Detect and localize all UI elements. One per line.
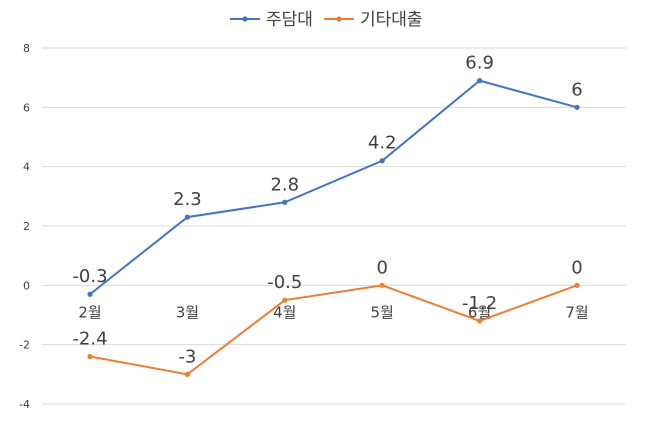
legend: 주담대 기타대출 [230, 10, 423, 30]
data-label: -2.4 [72, 329, 107, 350]
x-axis-ticks: 2월 3월 4월 5월 6월 7월 [78, 303, 588, 321]
data-point [282, 297, 288, 303]
x-tick-label: 7월 [565, 303, 588, 321]
y-tick-label: 4 [23, 161, 30, 174]
series-group [87, 78, 580, 377]
legend-label: 주담대 [266, 10, 313, 30]
legend-label: 기타대출 [360, 10, 423, 30]
data-label: 6 [571, 79, 582, 100]
y-tick-label: -4 [19, 398, 30, 411]
y-tick-label: 2 [23, 220, 30, 233]
y-tick-label: 0 [23, 279, 30, 292]
data-point [282, 199, 288, 205]
data-label: 0 [571, 257, 582, 278]
data-labels: -0.3 2.3 2.8 4.2 6.9 6 -2.4 -3 -0.5 0 -1.2 0 [72, 53, 582, 368]
data-point [379, 158, 385, 164]
data-point [87, 291, 93, 297]
data-label: 2.8 [270, 174, 299, 195]
data-point [184, 371, 190, 377]
x-tick-label: 2월 [78, 303, 101, 321]
series-line [89, 79, 578, 296]
data-point [87, 353, 93, 360]
y-tick-label: 8 [23, 42, 30, 55]
data-label: 0 [376, 257, 387, 278]
data-point [184, 214, 190, 220]
legend-marker [336, 16, 342, 22]
y-tick-label: 6 [23, 101, 30, 114]
data-point [379, 282, 385, 288]
x-tick-label: 4월 [273, 303, 296, 321]
data-point [477, 318, 483, 324]
data-label: 6.9 [465, 53, 494, 74]
data-label: 4.2 [368, 133, 397, 154]
data-label: -3 [178, 346, 196, 367]
y-axis-ticks: 8 6 4 2 0 -2 -4 [19, 42, 30, 411]
x-tick-label: 6월 [468, 303, 491, 321]
series-line [89, 284, 578, 376]
data-label: -1.2 [462, 293, 497, 314]
legend-marker [242, 16, 248, 22]
data-point [574, 104, 580, 110]
data-point [477, 78, 483, 84]
data-point [574, 282, 580, 288]
gridlines [42, 47, 626, 405]
data-label: 2.3 [173, 189, 202, 210]
x-tick-label: 5월 [371, 303, 394, 321]
x-tick-label: 3월 [176, 303, 199, 321]
data-label: -0.5 [267, 272, 302, 293]
data-label: -0.3 [72, 266, 107, 287]
y-tick-label: -2 [19, 339, 30, 352]
